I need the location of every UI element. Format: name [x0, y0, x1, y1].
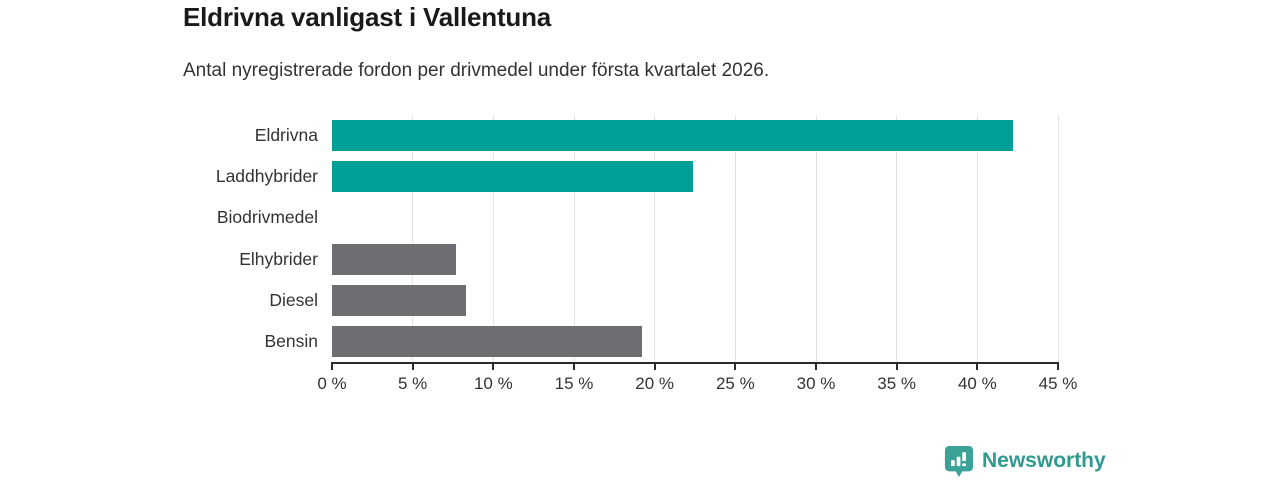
- x-tick-label-30: 30 %: [796, 374, 836, 393]
- newsworthy-brand-label: Newsworthy: [982, 449, 1106, 472]
- x-tick-30: [815, 364, 817, 370]
- plot-area: [332, 115, 1059, 362]
- bar-elhybrider: [332, 243, 457, 275]
- category-label-bensin: Bensin: [264, 330, 318, 351]
- category-label-elhybrider: Elhybrider: [239, 248, 318, 269]
- newsworthy-logo-icon: [944, 445, 974, 477]
- x-tick-10: [492, 364, 495, 370]
- x-tick-5: [411, 364, 414, 370]
- bar-bensin: [332, 325, 642, 357]
- x-tick-label-15: 15 %: [554, 374, 594, 393]
- x-tick-45: [1057, 364, 1059, 370]
- category-label-laddhybrider: Laddhybrider: [215, 166, 318, 187]
- bar-laddhybrider: [332, 161, 694, 193]
- category-label-eldrivna: Eldrivna: [254, 125, 318, 146]
- x-tick-label-5: 5 %: [398, 374, 428, 393]
- x-tick-label-45: 45 %: [1038, 374, 1078, 393]
- bar-eldrivna: [332, 120, 1013, 152]
- gridline-10: [492, 115, 494, 362]
- gridline-20: [654, 115, 656, 362]
- gridline-40: [976, 115, 978, 362]
- x-tick-label-20: 20 %: [635, 374, 675, 393]
- x-tick-label-40: 40 %: [957, 374, 997, 393]
- x-tick-label-0: 0 %: [317, 374, 347, 393]
- category-label-diesel: Diesel: [269, 289, 318, 310]
- chart-title: Eldrivna vanligast i Vallentuna: [183, 2, 552, 32]
- x-tick-label-35: 35 %: [877, 374, 917, 393]
- x-tick-0: [331, 364, 333, 370]
- x-axis-tick-labels: 0 % 5 % 10 % 15 % 20 % 25 % 30 % 35 % 40 % 45 %: [317, 374, 1077, 396]
- x-axis-line: [331, 362, 1059, 364]
- gridline-25: [734, 115, 736, 362]
- x-tick-15: [573, 364, 575, 370]
- gridline-15: [573, 115, 575, 362]
- gridline-5: [412, 115, 414, 362]
- category-axis: Eldrivna Laddhybrider Biodrivmedel Elhybrid…: [0, 115, 318, 362]
- category-label-biodrivmedel: Biodrivmedel: [216, 207, 318, 228]
- x-tick-25: [734, 364, 737, 370]
- x-axis-ticks: [331, 364, 1059, 372]
- gridline-30: [815, 115, 817, 362]
- x-tick-35: [895, 364, 898, 370]
- chart-subtitle: Antal nyregistrerade fordon per drivmede…: [183, 60, 770, 81]
- x-tick-label-10: 10 %: [473, 374, 513, 393]
- bar-diesel: [332, 284, 466, 316]
- gridline-45: [1057, 115, 1059, 362]
- x-tick-label-25: 25 %: [715, 374, 755, 393]
- x-tick-40: [976, 364, 979, 370]
- newsworthy-brand: Newsworthy: [944, 445, 1106, 477]
- x-tick-20: [653, 364, 656, 370]
- gridline-35: [896, 115, 898, 362]
